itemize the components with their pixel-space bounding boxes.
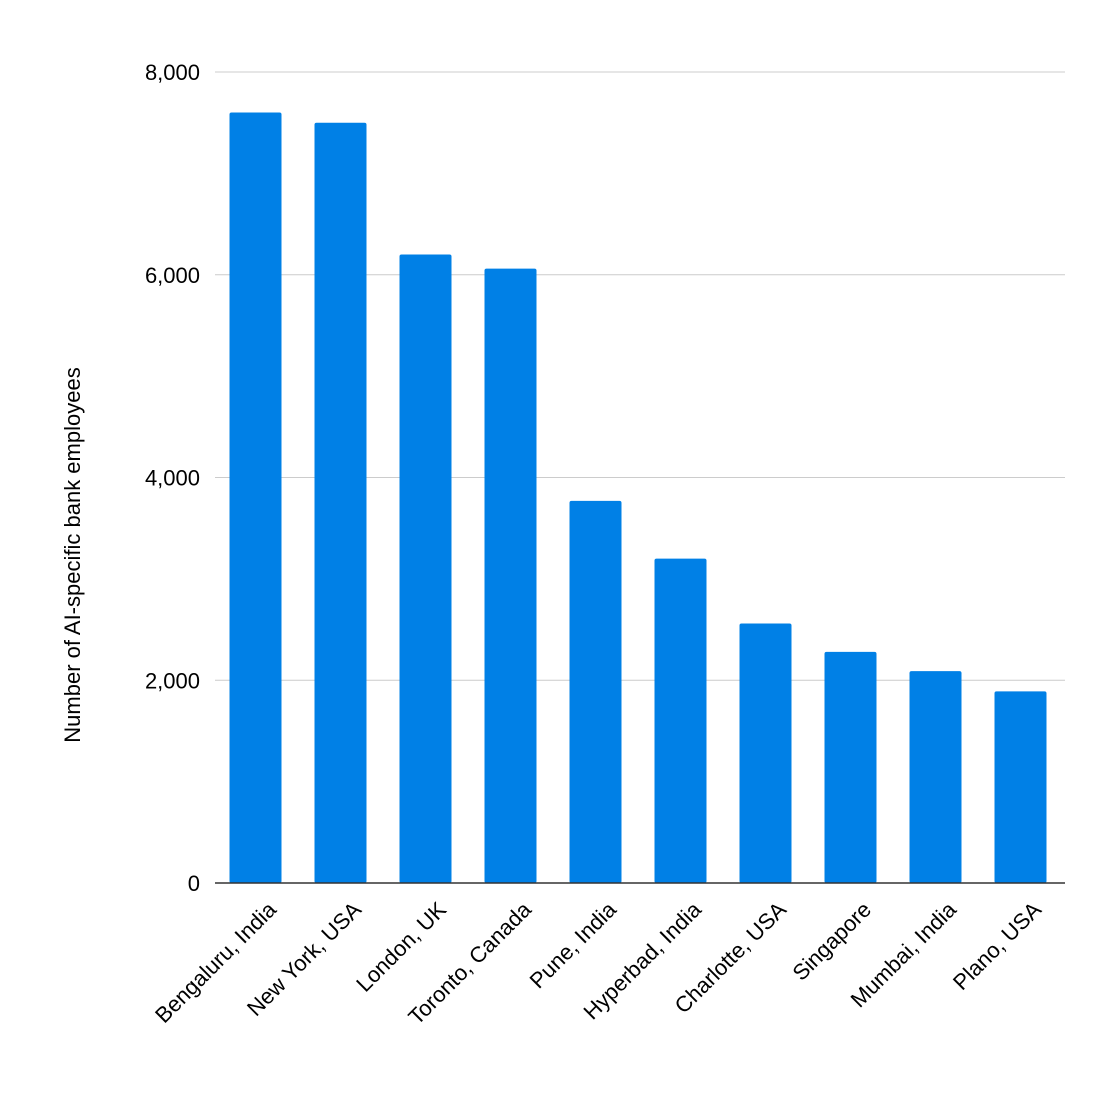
bar bbox=[909, 671, 962, 883]
bars bbox=[229, 112, 1047, 884]
bar bbox=[314, 122, 367, 883]
y-tick-label: 6,000 bbox=[145, 263, 200, 288]
bar bbox=[484, 268, 537, 884]
bar bbox=[569, 500, 622, 883]
bar bbox=[824, 651, 877, 883]
y-tick-label: 8,000 bbox=[145, 60, 200, 85]
y-axis-ticks: 0 2,000 4,000 6,000 8,000 bbox=[145, 60, 200, 896]
bar bbox=[739, 623, 792, 883]
x-tick-label: Singapore bbox=[787, 897, 876, 986]
y-tick-label: 4,000 bbox=[145, 466, 200, 491]
bar bbox=[994, 691, 1047, 883]
bar bbox=[654, 558, 707, 883]
y-tick-label: 2,000 bbox=[145, 668, 200, 693]
x-tick-label: Plano, USA bbox=[948, 897, 1046, 995]
y-axis-label: Number of AI-specific bank employees bbox=[60, 367, 85, 742]
bar bbox=[399, 254, 452, 884]
bar bbox=[229, 112, 282, 884]
y-tick-label: 0 bbox=[188, 871, 200, 896]
